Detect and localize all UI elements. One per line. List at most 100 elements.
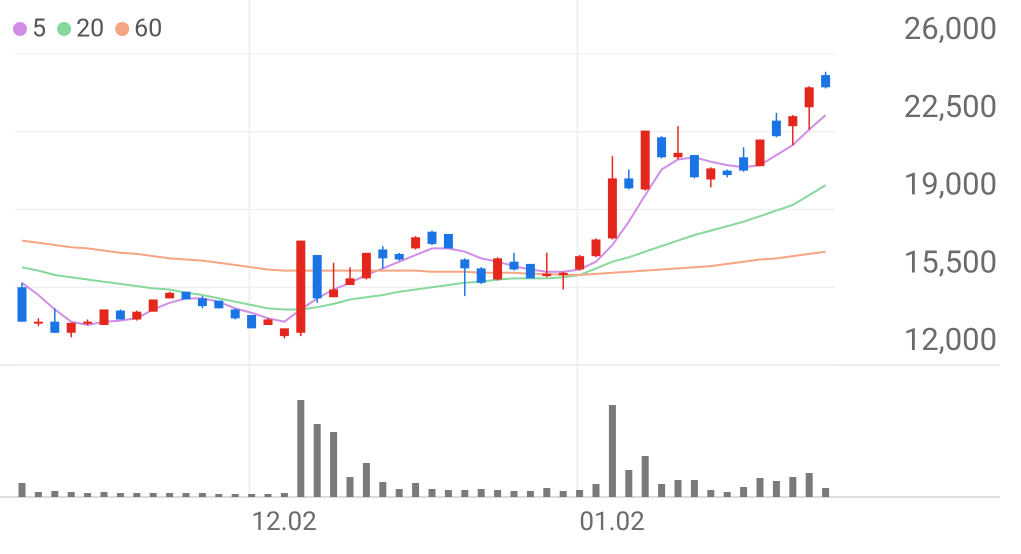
volume-bar [805, 473, 813, 497]
ma-line [21, 184, 827, 311]
candle-body [132, 311, 142, 320]
volume-bar [313, 424, 321, 497]
volume-bar [100, 492, 108, 497]
candle-body [165, 292, 175, 299]
candle-body [804, 87, 814, 108]
candle-body [509, 261, 519, 270]
volume-bar [461, 490, 469, 497]
candle-body [476, 268, 486, 283]
candle-body [99, 309, 109, 326]
candle-body [657, 137, 667, 158]
candle-body [493, 258, 503, 280]
x-tick-label: 12.02 [251, 507, 316, 537]
candle-body [640, 130, 650, 190]
volume-bar [477, 489, 485, 497]
ma-line [21, 239, 826, 276]
candle-body [607, 178, 617, 239]
candle-body [558, 272, 568, 276]
volume-bar [674, 480, 682, 497]
volume-bar [510, 491, 518, 497]
volume-bar [133, 493, 141, 497]
y-tick-label: 12,000 [904, 321, 997, 358]
volume-bar [330, 432, 338, 497]
candle-body [50, 321, 60, 333]
volume-bar [608, 405, 616, 497]
volume-bar [67, 492, 75, 497]
y-tick-label: 15,500 [904, 243, 997, 280]
volume-bar [658, 484, 666, 497]
candle-body [722, 170, 732, 176]
candle-body [624, 178, 634, 189]
volume-bar [822, 488, 830, 497]
candle-body [345, 278, 355, 286]
volume-bar [248, 494, 256, 497]
candle-body [755, 139, 765, 167]
volume-bar [625, 470, 633, 497]
legend-swatch [57, 22, 72, 36]
candle-body [427, 231, 437, 244]
volume-bar [182, 493, 190, 497]
candle-body [525, 263, 535, 279]
candle-body [197, 298, 207, 307]
volume-bar [362, 463, 370, 497]
volume-bar [494, 490, 502, 497]
volume-bar [789, 477, 797, 497]
candle-body [821, 75, 831, 88]
legend-label: 60 [134, 15, 162, 44]
volume-bar [51, 491, 59, 497]
candle-body [66, 322, 76, 333]
candle-body [214, 300, 224, 309]
volume-bar [264, 494, 272, 497]
volume-bar [116, 493, 124, 497]
volume-bar [526, 491, 534, 497]
legend-label: 5 [32, 15, 46, 44]
volume-bar [576, 490, 584, 497]
y-tick-label: 19,000 [904, 166, 997, 203]
candle-body [17, 287, 27, 322]
candle-body [771, 120, 781, 137]
y-tick-label: 26,000 [904, 10, 997, 47]
candle-body [706, 168, 716, 180]
volume-bar [149, 493, 157, 497]
candle-body [673, 152, 683, 158]
candle-body [33, 321, 43, 324]
volume-bar [707, 490, 715, 497]
volume-bar [444, 490, 452, 497]
candle-body [247, 315, 257, 329]
volume-bar [166, 493, 174, 497]
volume-bar [84, 493, 92, 497]
ma-line [21, 114, 827, 327]
candle-body [788, 116, 798, 127]
volume-bar [740, 487, 748, 497]
candle-body [591, 239, 601, 257]
volume-bar [641, 456, 649, 497]
legend-label: 20 [76, 15, 104, 44]
candle-body [263, 319, 273, 326]
candle-body [689, 155, 699, 178]
volume-bar [297, 400, 305, 497]
volume-bar [231, 494, 239, 497]
candle-body [443, 233, 453, 249]
volume-bar [772, 481, 780, 497]
volume-bar [34, 492, 42, 497]
candle-body [312, 255, 322, 299]
volume-bar [280, 493, 288, 497]
candle-body [83, 321, 93, 324]
x-tick-label: 01.02 [579, 507, 644, 537]
candle-body [378, 249, 388, 259]
candle-body [329, 289, 339, 298]
volume-bar [559, 491, 567, 497]
volume-bar [592, 484, 600, 497]
volume-bar [428, 489, 436, 497]
volume-bar [379, 482, 387, 497]
candle-body [296, 240, 306, 333]
candle-body [181, 291, 191, 300]
candle-body [460, 259, 470, 269]
candle-body [115, 310, 125, 320]
volume-bar [543, 488, 551, 497]
volume-bar [18, 483, 26, 497]
candle-body [542, 273, 552, 277]
candle-body [739, 157, 749, 171]
candle-body [279, 328, 289, 337]
